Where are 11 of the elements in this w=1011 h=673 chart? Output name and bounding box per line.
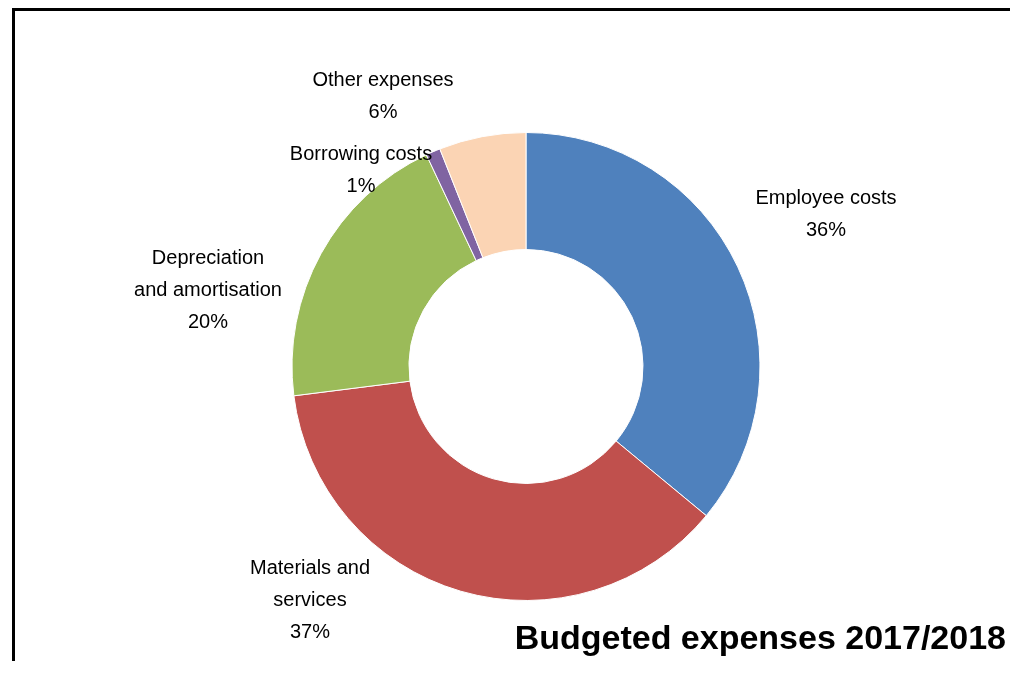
data-label: 6% bbox=[368, 100, 398, 123]
data-label: 36% bbox=[805, 218, 847, 241]
slice-label: Other expenses bbox=[312, 68, 454, 91]
slice-label: Borrowing costs bbox=[289, 142, 433, 165]
data-label: 37% bbox=[289, 620, 331, 643]
slice-label: Depreciation and amortisation bbox=[134, 246, 282, 301]
slice-label: Employee costs bbox=[755, 186, 897, 209]
slice-label: Materials and services bbox=[249, 556, 371, 611]
text: Budgeted expenses 2017/2018 bbox=[514, 618, 1006, 656]
data-label: 1% bbox=[346, 174, 376, 197]
data-label: 20% bbox=[187, 310, 229, 333]
